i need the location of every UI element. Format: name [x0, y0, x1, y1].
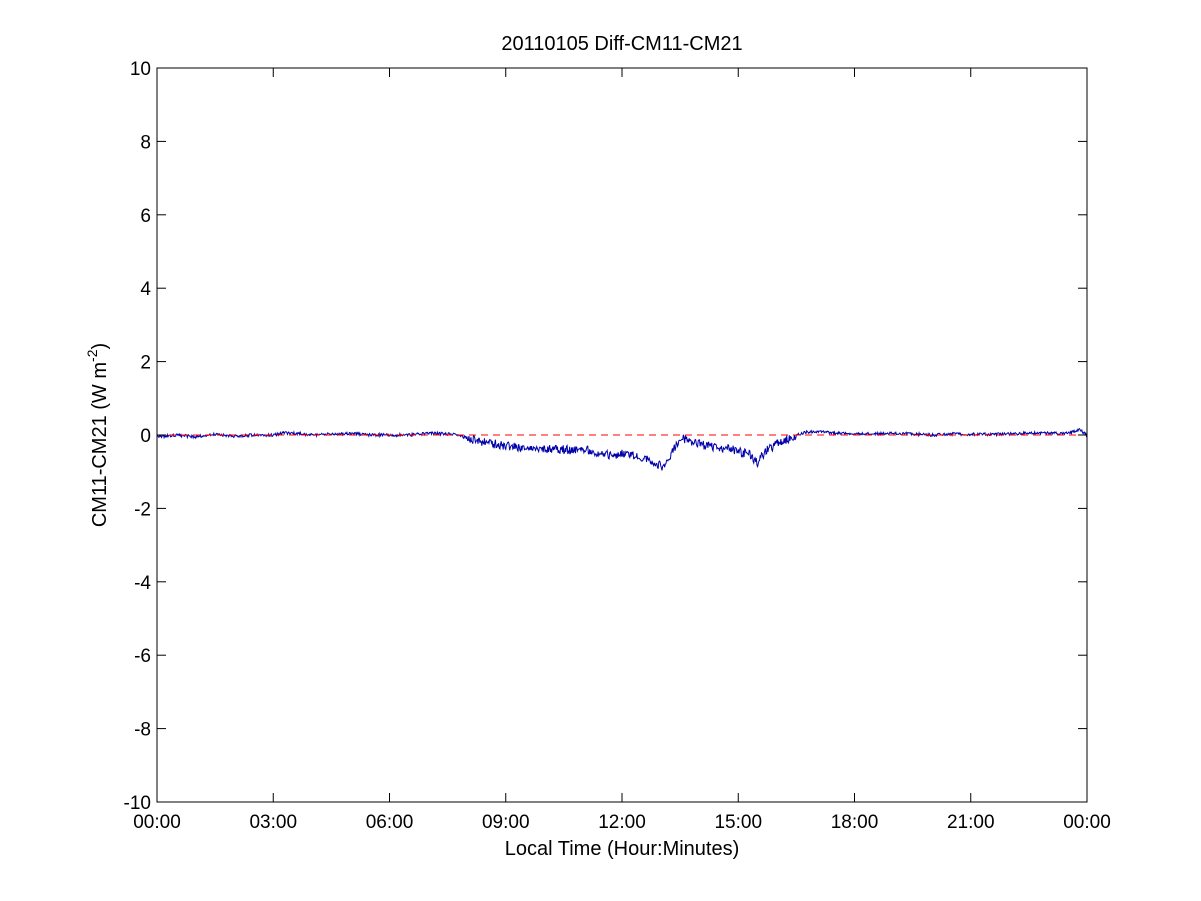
y-tick-label: 8 [140, 132, 151, 153]
y-tick-label: -10 [124, 793, 151, 814]
y-axis-label-close: ) [89, 343, 111, 350]
x-tick-label: 06:00 [366, 812, 414, 833]
x-tick-label: 12:00 [598, 812, 646, 833]
y-axis-label-superscript: -2 [84, 349, 100, 362]
x-tick-label: 15:00 [714, 812, 762, 833]
chart-title: 20110105 Diff-CM11-CM21 [501, 33, 742, 55]
y-axis-label: CM11-CM21 (W m-2) [84, 343, 111, 527]
y-tick-label: 10 [130, 59, 151, 80]
y-tick-label: -6 [134, 646, 151, 667]
x-tick-label: 00:00 [133, 812, 181, 833]
y-tick-label: -4 [134, 573, 151, 594]
y-tick-label: -8 [134, 720, 151, 741]
x-tick-label: 21:00 [947, 812, 995, 833]
x-tick-label: 09:00 [482, 812, 530, 833]
difference-series-line [156, 427, 1088, 471]
x-tick-label: 00:00 [1063, 812, 1111, 833]
series-layer [156, 427, 1088, 471]
x-tick-label: 03:00 [249, 812, 297, 833]
y-tick-label: 2 [140, 353, 151, 374]
x-axis-label: Local Time (Hour:Minutes) [505, 838, 740, 860]
y-tick-label: -2 [134, 499, 151, 520]
y-axis-label-text: CM11-CM21 (W m-2) [84, 343, 111, 527]
y-axis-ticks: -10 -8 -6 -4 -2 0 2 4 6 8 10 [124, 59, 1087, 814]
y-axis-label-main: CM11-CM21 (W m [89, 362, 111, 527]
x-axis-ticks: 00:00 03:00 06:00 09:00 12:00 15:00 18:00 21:00… [133, 68, 1111, 833]
y-tick-label: 6 [140, 206, 151, 227]
y-tick-label: 0 [140, 426, 151, 447]
y-tick-label: 4 [140, 279, 151, 300]
x-tick-label: 18:00 [831, 812, 879, 833]
